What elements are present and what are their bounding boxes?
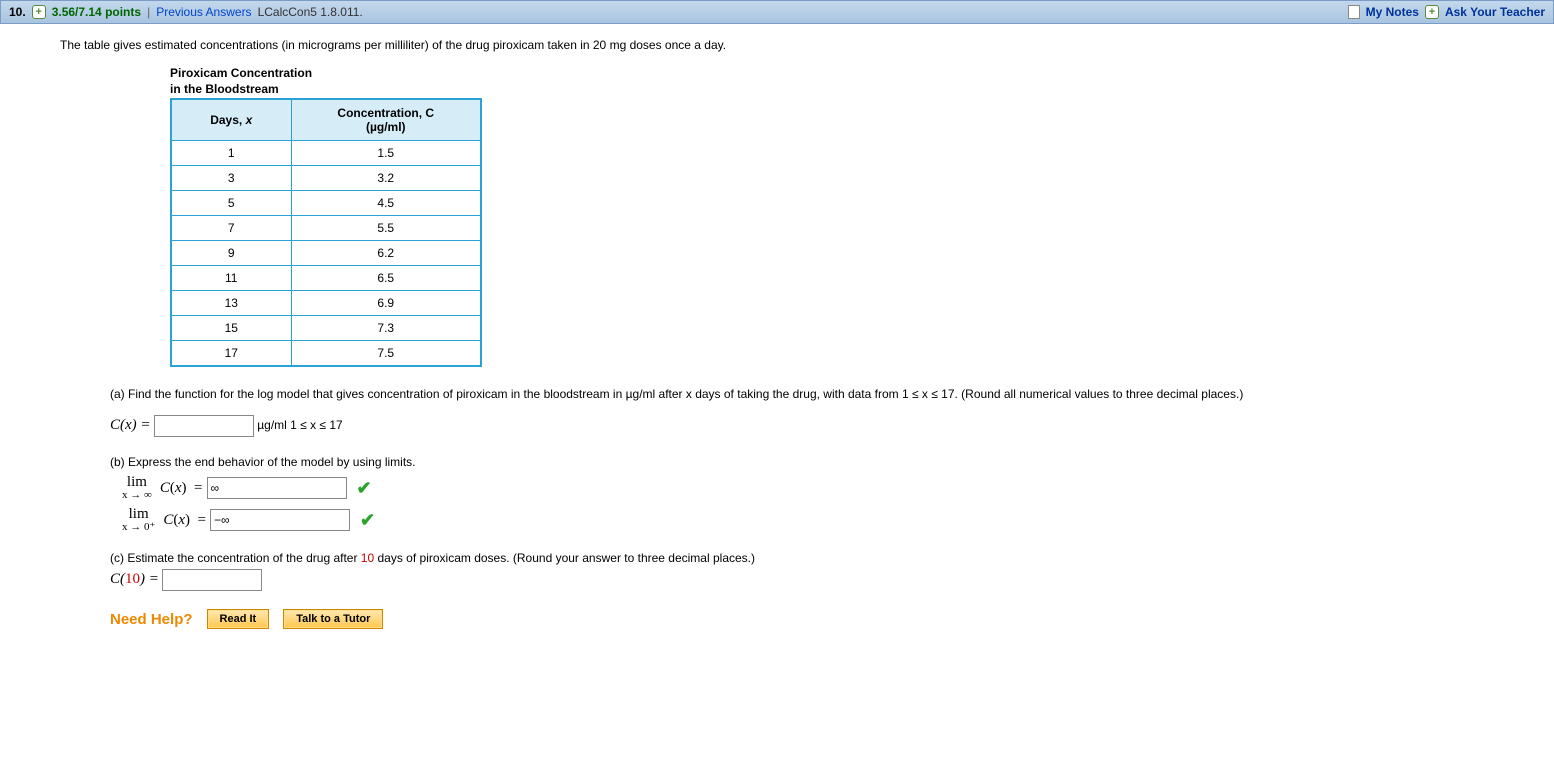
- cell-days: 13: [171, 291, 291, 316]
- check-icon: ✔: [357, 478, 372, 499]
- cell-days: 15: [171, 316, 291, 341]
- cell-conc: 7.3: [291, 316, 481, 341]
- part-b-lim1: lim x → ∞ C(x) = ✔: [122, 475, 1504, 501]
- header-left: 10. + 3.56/7.14 points | Previous Answer…: [9, 5, 363, 19]
- notes-icon[interactable]: [1348, 5, 1360, 19]
- expand-icon[interactable]: +: [32, 5, 46, 19]
- part-c-lhs: C(10) =: [110, 571, 159, 587]
- ask-teacher-link[interactable]: Ask Your Teacher: [1445, 5, 1545, 19]
- part-c-text: (c) Estimate the concentration of the dr…: [110, 551, 1504, 565]
- part-b: (b) Express the end behavior of the mode…: [110, 455, 1504, 533]
- part-b-input-2[interactable]: [210, 509, 350, 531]
- talk-tutor-button[interactable]: Talk to a Tutor: [283, 609, 383, 629]
- cell-days: 11: [171, 266, 291, 291]
- lim2-symbol: lim x → 0⁺: [122, 507, 155, 533]
- cell-days: 17: [171, 341, 291, 367]
- cell-conc: 3.2: [291, 166, 481, 191]
- lim2-rhs: C(x) =: [163, 512, 206, 529]
- c-red: 10: [361, 551, 374, 565]
- cell-conc: 5.5: [291, 216, 481, 241]
- c-after: days of piroxicam doses. (Round your ans…: [374, 551, 755, 565]
- question-header: 10. + 3.56/7.14 points | Previous Answer…: [0, 0, 1554, 24]
- part-b-text: (b) Express the end behavior of the mode…: [110, 455, 1504, 469]
- table-row: 96.2: [171, 241, 481, 266]
- table-row: 75.5: [171, 216, 481, 241]
- part-a: (a) Find the function for the log model …: [110, 387, 1504, 437]
- col2-h1: Concentration, C: [337, 106, 434, 120]
- cell-conc: 7.5: [291, 341, 481, 367]
- table-row: 116.5: [171, 266, 481, 291]
- cell-conc: 6.2: [291, 241, 481, 266]
- cell-days: 9: [171, 241, 291, 266]
- lim2-top: lim: [122, 507, 155, 522]
- previous-answers-link[interactable]: Previous Answers: [156, 5, 251, 19]
- part-a-lhs: C(x) =: [110, 417, 151, 433]
- table-row: 157.3: [171, 316, 481, 341]
- cell-days: 1: [171, 141, 291, 166]
- read-it-button[interactable]: Read It: [207, 609, 270, 629]
- part-b-input-1[interactable]: [207, 477, 347, 499]
- need-help-section: Need Help? Read It Talk to a Tutor: [110, 609, 1504, 629]
- question-content: The table gives estimated concentrations…: [0, 24, 1554, 649]
- my-notes-link[interactable]: My Notes: [1366, 5, 1419, 19]
- col-conc-header: Concentration, C (µg/ml): [291, 99, 481, 141]
- lim1-under: x → ∞: [122, 490, 152, 501]
- part-c-input[interactable]: [162, 569, 262, 591]
- part-a-text: (a) Find the function for the log model …: [110, 387, 1504, 401]
- part-b-lim2: lim x → 0⁺ C(x) = ✔: [122, 507, 1504, 533]
- table-row: 33.2: [171, 166, 481, 191]
- question-number: 10.: [9, 5, 26, 19]
- lim1-top: lim: [122, 475, 152, 490]
- concentration-table: Days, x Concentration, C (µg/ml) 11.533.…: [170, 98, 482, 367]
- lim1-rhs: C(x) =: [160, 480, 203, 497]
- table-row: 177.5: [171, 341, 481, 367]
- question-code: LCalcCon5 1.8.011.: [258, 5, 363, 19]
- cell-conc: 6.9: [291, 291, 481, 316]
- table-row: 11.5: [171, 141, 481, 166]
- c-before: (c) Estimate the concentration of the dr…: [110, 551, 361, 565]
- need-help-label: Need Help?: [110, 611, 193, 628]
- plus-icon[interactable]: +: [1425, 5, 1439, 19]
- lim1-symbol: lim x → ∞: [122, 475, 152, 501]
- lim2-under: x → 0⁺: [122, 522, 155, 533]
- part-a-units: µg/ml 1 ≤ x ≤ 17: [257, 418, 342, 432]
- table-title-2: in the Bloodstream: [170, 82, 1504, 96]
- separator: |: [147, 5, 150, 19]
- check-icon: ✔: [360, 510, 375, 531]
- cell-days: 7: [171, 216, 291, 241]
- cell-conc: 1.5: [291, 141, 481, 166]
- cell-days: 5: [171, 191, 291, 216]
- cell-conc: 4.5: [291, 191, 481, 216]
- cell-conc: 6.5: [291, 266, 481, 291]
- part-c: (c) Estimate the concentration of the dr…: [110, 551, 1504, 591]
- col-days-header: Days, x: [171, 99, 291, 141]
- part-a-input[interactable]: [154, 415, 254, 437]
- cell-days: 3: [171, 166, 291, 191]
- table-row: 54.5: [171, 191, 481, 216]
- data-table-section: Piroxicam Concentration in the Bloodstre…: [170, 66, 1504, 367]
- header-right: My Notes + Ask Your Teacher: [1348, 5, 1545, 19]
- table-title-1: Piroxicam Concentration: [170, 66, 1504, 80]
- points-display: 3.56/7.14 points: [52, 5, 141, 19]
- prompt-text: The table gives estimated concentrations…: [60, 38, 1504, 52]
- col2-h2: (µg/ml): [366, 120, 406, 134]
- table-row: 136.9: [171, 291, 481, 316]
